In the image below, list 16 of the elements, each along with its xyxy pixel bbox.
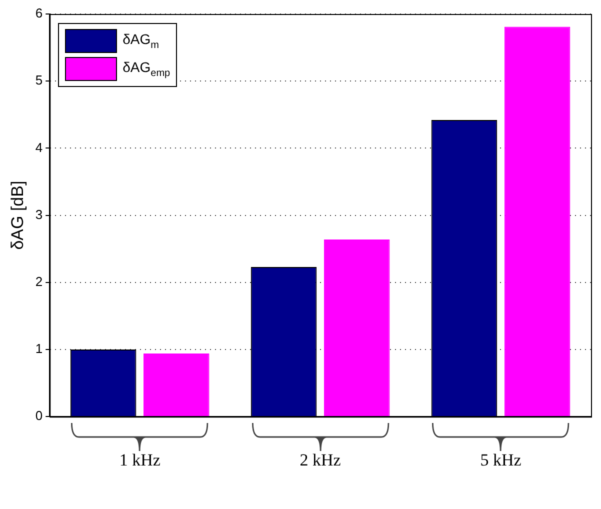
y-tick-label: 3 [35, 206, 43, 222]
y-tick-label: 6 [35, 6, 43, 21]
x-tick-label: 2 kHz [300, 450, 342, 470]
y-tick-label: 5 [35, 72, 43, 88]
y-tick-label: 2 [35, 274, 43, 289]
y-tick-label: 0 [35, 408, 43, 424]
legend-label: δAG$_{m}$ [122, 31, 159, 51]
bar [504, 26, 570, 416]
y-tick-label: 4 [35, 140, 43, 155]
bar [144, 354, 210, 416]
x-tick-label: 5 kHz [480, 450, 522, 470]
legend-label: δAG$_{emp}$ [122, 59, 170, 79]
y-axis-title: δAG [dB] [8, 180, 27, 250]
bar [324, 239, 390, 416]
y-tick-label: 1 [35, 341, 43, 356]
x-tick-label: 1 kHz [119, 450, 161, 470]
